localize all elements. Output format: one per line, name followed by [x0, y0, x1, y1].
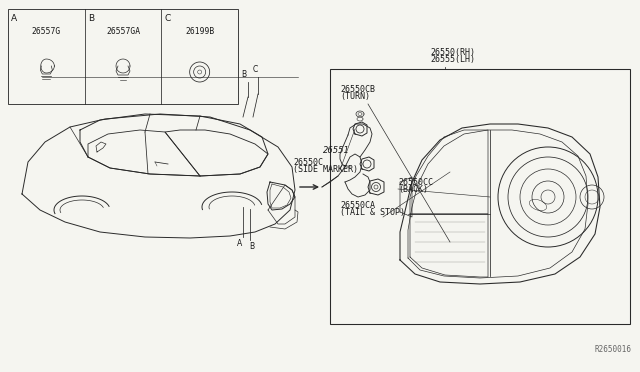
- Text: 26550(RH): 26550(RH): [430, 48, 475, 57]
- Text: B: B: [241, 70, 246, 79]
- Text: 26199B: 26199B: [185, 27, 214, 36]
- Text: 26555(LH): 26555(LH): [430, 55, 475, 64]
- Text: 26557GA: 26557GA: [106, 27, 140, 36]
- Text: R2650016: R2650016: [595, 345, 632, 354]
- Bar: [330, 69, 630, 324]
- Text: 26550C: 26550C: [293, 158, 323, 167]
- Text: 26551: 26551: [323, 145, 350, 154]
- Text: 26557G: 26557G: [32, 27, 61, 36]
- Text: A: A: [11, 14, 17, 23]
- Text: 26550CB: 26550CB: [340, 85, 375, 94]
- Text: (SIDE MARKER): (SIDE MARKER): [293, 165, 358, 174]
- Bar: [8, 9, 238, 104]
- Text: (BACK): (BACK): [398, 185, 428, 194]
- Text: C: C: [252, 65, 258, 74]
- Text: 26550CC: 26550CC: [398, 178, 433, 187]
- Text: (TURN): (TURN): [340, 92, 370, 101]
- Text: B: B: [250, 242, 255, 251]
- Text: A: A: [237, 239, 243, 248]
- Text: (TAIL & STOP): (TAIL & STOP): [340, 208, 405, 217]
- Text: 26550CA: 26550CA: [340, 201, 375, 210]
- Text: B: B: [88, 14, 94, 23]
- Text: C: C: [164, 14, 171, 23]
